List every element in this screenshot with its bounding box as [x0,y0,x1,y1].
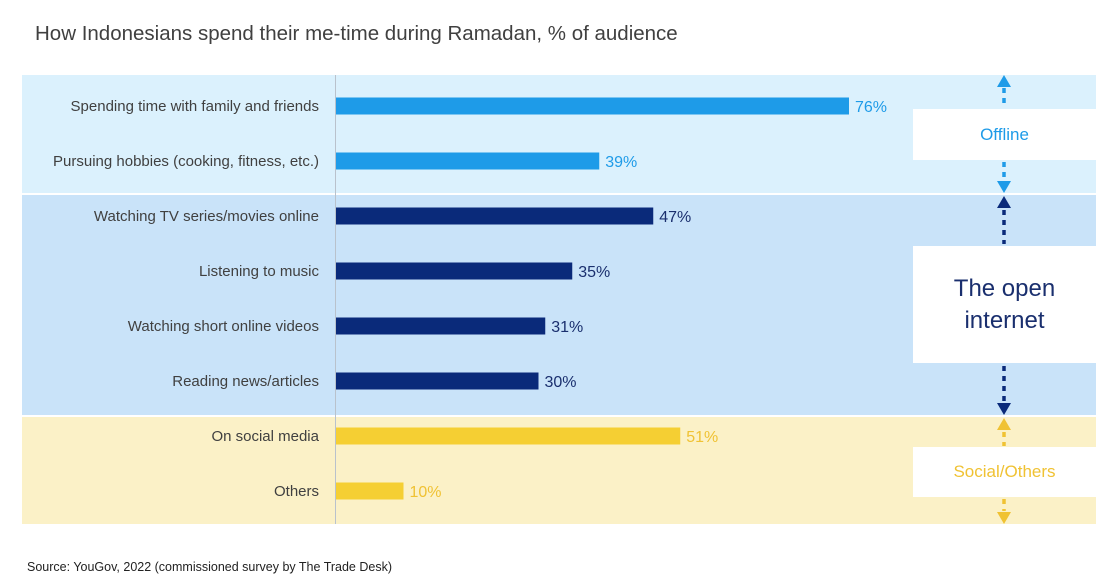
value-label: 31% [551,319,583,336]
bar [336,207,654,225]
value-label: 76% [855,99,887,116]
value-label: 51% [686,429,718,446]
category-axis-line [335,75,336,524]
group-label-offline: Offline [913,109,1096,160]
arrow-down-icon [997,403,1011,415]
category-label: Spending time with family and friends [71,98,319,115]
source-note: Source: YouGov, 2022 (commissioned surve… [27,560,392,574]
category-label: On social media [211,428,319,445]
value-label: 35% [578,264,610,281]
category-label: Watching short online videos [128,318,319,335]
bar [336,482,404,500]
bar [336,262,573,280]
category-label: Others [274,483,319,500]
value-label: 30% [545,374,577,391]
arrow-down-icon [997,181,1011,193]
arrow-up-icon [997,196,1011,208]
bar [336,97,849,115]
bar [336,372,539,390]
bar [336,152,600,170]
category-label: Reading news/articles [172,373,319,390]
bar [336,317,546,335]
arrow-down-icon [997,512,1011,524]
bar [336,427,681,445]
arrow-up-icon [997,75,1011,87]
category-label: Listening to music [199,263,320,280]
arrow-up-icon [997,418,1011,430]
value-label: 10% [410,484,442,501]
chart-title: How Indonesians spend their me-time duri… [35,22,678,45]
value-label: 39% [605,154,637,171]
group-label-social-others: Social/Others [913,447,1096,497]
value-label: 47% [659,209,691,226]
group-label-open-internet: The open internet [913,246,1096,363]
category-label: Pursuing hobbies (cooking, fitness, etc.… [53,153,319,170]
category-label: Watching TV series/movies online [94,208,319,225]
